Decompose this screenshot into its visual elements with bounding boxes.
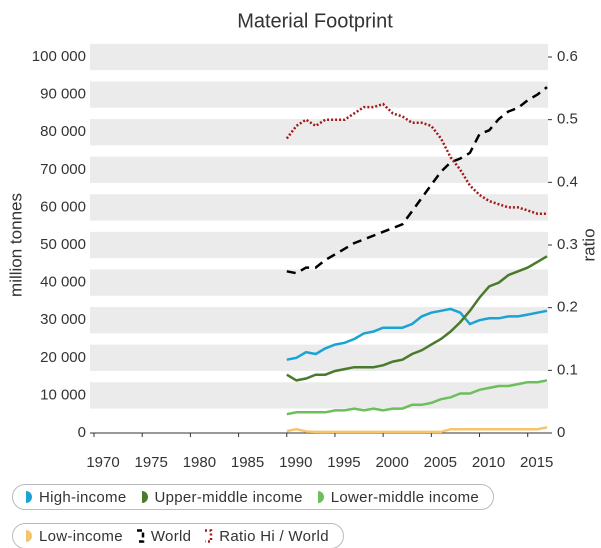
legend-swatch xyxy=(317,491,324,503)
legend-row: High-income Upper-middle income Lower-midd… xyxy=(12,484,495,510)
legend-item[interactable]: Low-income xyxy=(23,528,123,545)
y-tick-label: 100 000 xyxy=(32,48,86,65)
grid-band xyxy=(90,269,548,296)
legend-icon xyxy=(141,491,148,503)
series-line xyxy=(286,255,548,382)
legend-label: Upper-middle income xyxy=(154,488,303,506)
y-tick-label: 30 000 xyxy=(40,311,86,328)
x-tick-label: 2005 xyxy=(424,454,457,471)
chart: Material Footprint million tonnes ratio … xyxy=(6,10,598,471)
legend-label: Lower-middle income xyxy=(330,488,480,506)
legend-item[interactable]: High-income xyxy=(23,489,127,506)
series-line xyxy=(285,102,547,215)
y2-axis-label: ratio xyxy=(579,228,598,261)
x-tick-label: 1990 xyxy=(279,454,312,471)
legend-icon xyxy=(205,529,213,543)
legend-icon xyxy=(317,491,324,503)
legend-swatch xyxy=(26,530,32,542)
grid-band xyxy=(90,344,548,371)
series-line xyxy=(286,86,548,275)
x-tick-label: 1970 xyxy=(86,454,119,471)
legend-label: Low-income xyxy=(39,527,123,545)
legend-icon xyxy=(26,491,32,503)
grid-band xyxy=(90,307,548,334)
legend-label: High-income xyxy=(39,488,127,506)
legend-row: Low-income World Ratio Hi / World xyxy=(12,523,344,548)
legend-item[interactable]: World xyxy=(135,528,191,545)
y-tick-label: 80 000 xyxy=(40,123,86,140)
x-tick-label: 2000 xyxy=(375,454,408,471)
legend-swatch xyxy=(205,529,213,543)
y-tick-label: 60 000 xyxy=(40,198,86,215)
chart-title: Material Footprint xyxy=(237,10,393,32)
x-tick-label: 1995 xyxy=(327,454,360,471)
y2-tick-label: 0.5 xyxy=(557,111,578,128)
y-tick-label: 70 000 xyxy=(40,161,86,178)
legend-icon xyxy=(26,530,32,542)
y-tick-label: 90 000 xyxy=(40,86,86,103)
y2-tick-label: 0.3 xyxy=(557,236,578,253)
y-tick-label: 10 000 xyxy=(40,386,86,403)
y-tick-label: 40 000 xyxy=(40,274,86,291)
y-tick-label: 50 000 xyxy=(40,236,86,253)
series-line xyxy=(286,307,548,361)
y2-tick-label: 0.1 xyxy=(557,361,578,378)
legend-icon xyxy=(136,529,145,543)
series-line xyxy=(286,426,548,434)
legend-item[interactable]: Upper-middle income xyxy=(139,489,303,506)
legend-swatch xyxy=(26,491,32,503)
x-tick-label: 1985 xyxy=(231,454,264,471)
y2-tick-label: 0.6 xyxy=(557,48,578,65)
y2-tick-label: 0.4 xyxy=(557,173,578,190)
legend-item[interactable]: Lower-middle income xyxy=(315,489,479,506)
grid-band xyxy=(90,81,548,108)
legend-swatch xyxy=(136,529,145,543)
grid-band xyxy=(90,119,548,146)
x-tick-label: 2010 xyxy=(472,454,505,471)
x-tick-label: 2015 xyxy=(520,454,553,471)
y-tick-label: 0 xyxy=(78,424,86,441)
grid-band xyxy=(90,43,548,71)
grid-band xyxy=(90,156,548,183)
y2-tick-label: 0 xyxy=(557,424,565,441)
legend-swatch xyxy=(141,491,148,503)
grid-band xyxy=(90,194,548,221)
series-line xyxy=(286,379,548,416)
y-tick-label: 20 000 xyxy=(40,349,86,366)
legend-item[interactable]: Ratio Hi / World xyxy=(203,528,329,545)
legend-label: Ratio Hi / World xyxy=(219,527,329,545)
x-tick-label: 1975 xyxy=(135,454,168,471)
x-tick-label: 1980 xyxy=(183,454,216,471)
legend-label: World xyxy=(150,527,192,545)
grid-band xyxy=(90,382,548,409)
y2-tick-label: 0.2 xyxy=(557,299,578,316)
grid-band xyxy=(90,231,548,259)
y-axis-label: million tonnes xyxy=(6,193,25,297)
